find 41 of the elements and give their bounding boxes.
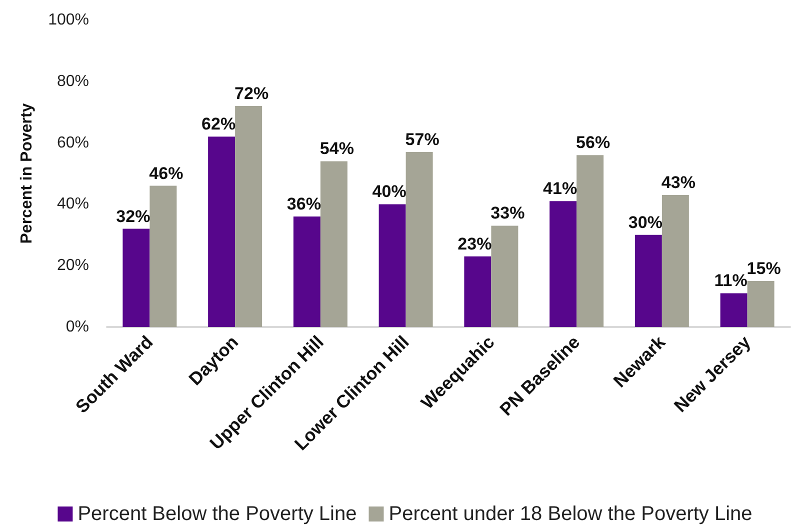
legend-label: Percent Below the Poverty Line	[78, 503, 357, 525]
data-label: 54%	[320, 139, 354, 158]
bar	[122, 228, 150, 327]
data-label: 11%	[714, 271, 748, 290]
y-tick-label: 20%	[56, 257, 89, 274]
bar	[720, 293, 748, 327]
data-label: 30%	[628, 212, 662, 232]
bar	[293, 216, 320, 327]
data-label: 40%	[372, 182, 406, 202]
data-label: 23%	[458, 234, 492, 254]
bar	[150, 186, 177, 327]
bar	[235, 106, 262, 327]
bar	[550, 201, 577, 327]
data-label: 57%	[405, 130, 440, 150]
data-label: 32%	[116, 206, 150, 226]
bar	[320, 161, 348, 327]
y-tick-label: 0%	[66, 318, 89, 336]
data-label: 72%	[234, 84, 269, 103]
bar	[378, 204, 406, 327]
y-axis-title: Percent in Poverty	[18, 103, 36, 244]
data-label: 33%	[490, 204, 525, 223]
data-label: 41%	[543, 179, 578, 198]
y-tick-label: 60%	[56, 134, 89, 152]
y-tick-label: 80%	[56, 72, 89, 90]
data-label: 56%	[576, 133, 610, 152]
bar	[662, 194, 689, 327]
data-label: 62%	[202, 114, 236, 134]
data-label: 36%	[286, 194, 321, 214]
bar	[747, 280, 774, 327]
bar	[634, 234, 662, 327]
y-tick-label: 40%	[56, 196, 89, 213]
bar	[208, 136, 236, 327]
bar	[576, 155, 604, 327]
bar	[491, 226, 518, 327]
data-label: 46%	[149, 164, 184, 183]
y-tick-label: 100%	[48, 12, 89, 28]
data-label: 15%	[746, 258, 781, 278]
bar	[464, 256, 492, 327]
bar	[406, 152, 433, 327]
legend-label: Percent under 18 Below the Poverty Line	[388, 503, 752, 525]
data-label: 43%	[661, 172, 696, 192]
